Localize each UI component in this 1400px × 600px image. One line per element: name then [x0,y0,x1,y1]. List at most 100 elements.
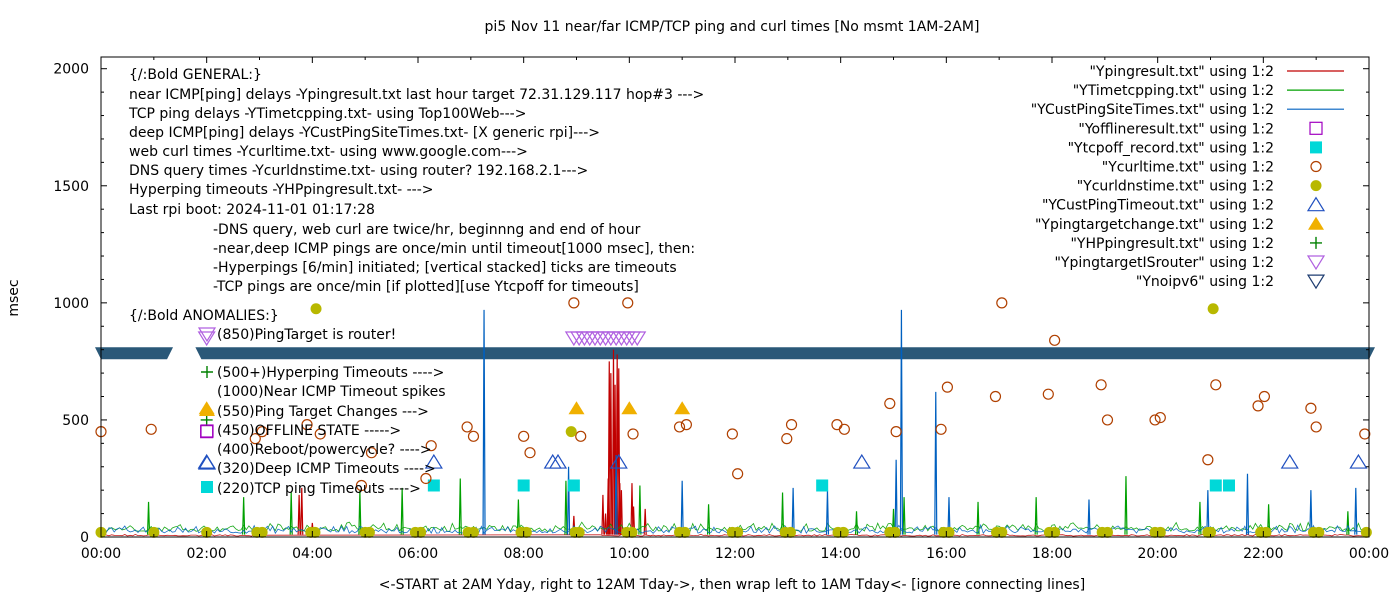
data-point [1305,402,1317,414]
noipv6-band [195,347,1376,360]
data-point [680,419,692,431]
legend-swatch [1306,274,1326,290]
series-spike [1206,490,1210,535]
x-tick-label: 10:00 [609,546,649,562]
annotations-layer: {/:Bold GENERAL:} near ICMP[ping] delays … [128,67,704,497]
data-point [1095,379,1107,391]
data-point [1359,428,1371,440]
legend-label: "YCustPingTimeout.txt" using 1:2 [1042,198,1274,214]
data-point [1222,479,1235,492]
data-point [567,479,580,492]
data-point [517,479,530,492]
series-spike [458,478,462,535]
data-point [461,421,473,433]
data-point [852,453,871,469]
annotation-marker [199,403,215,416]
series-spike [891,508,896,535]
data-point [249,433,261,445]
data-point [622,297,634,309]
data-point [996,526,1008,538]
legend-swatch [1306,196,1326,212]
ticks-layer: 0 500 1000 1500 2000 00:00 02:00 04:00 06:00 08:0… [53,57,1389,562]
data-point [1260,526,1272,538]
series-spike [638,485,642,535]
series-spike [934,391,938,535]
data-point [1149,414,1161,426]
series-spike [1034,497,1038,535]
data-point [996,297,1008,309]
data-point [1202,454,1214,466]
series-spike [894,459,898,535]
y-tick-label: 1000 [53,296,89,312]
legend-swatch [1310,236,1322,249]
series-spike [680,480,684,535]
data-point [1252,400,1264,412]
series-spike [902,497,906,535]
data-point [732,526,744,538]
annotation-line: -TCP pings are once/min [if plotted][use… [213,279,639,295]
y-tick-label: 500 [62,413,89,429]
x-axis-label: <-START at 2AM Yday, right to 12AM Tday-… [379,577,1085,593]
annotation-marker [197,327,217,343]
series-spike [289,492,293,535]
data-point [889,526,901,538]
x-tick-label: 20:00 [1137,546,1177,562]
annotation-line: web curl times -Ycurltime.txt- using www… [129,144,528,160]
data-point [425,440,437,452]
data-point [565,426,577,438]
legend-label: "YHPpingresult.txt" using 1:2 [1070,236,1274,252]
data-point [1154,526,1166,538]
series-spike [242,497,246,535]
data-point [355,479,368,492]
x-tick-label: 08:00 [503,546,543,562]
x-tick-label: 02:00 [186,546,226,562]
series-spike [1124,476,1128,535]
y-tick-label: 2000 [53,62,89,78]
data-point [1210,379,1222,391]
annotation-line: (500+)Hyperping Timeouts ----> [217,365,444,381]
series-spike [297,494,301,535]
data-point [943,526,955,538]
data-point [573,526,585,538]
legend-label: "YpingtargetISrouter" using 1:2 [1054,255,1274,271]
annotation-marker [201,366,213,378]
series-spike [1354,487,1358,535]
data-point [1101,414,1114,426]
data-point [427,479,440,492]
series-spike [791,487,795,535]
series-spike [947,497,951,535]
data-point [415,526,427,538]
data-point [679,526,691,538]
x-tick-label: 00:00 [1349,546,1389,562]
data-point [1154,411,1166,424]
legend-label: "Ynoipv6" using 1:2 [1136,274,1274,290]
series-spike [400,487,404,535]
data-point [148,526,160,538]
data-point [1049,334,1061,346]
data-point [935,423,947,435]
data-point [941,381,953,393]
series-spike [854,511,859,535]
legend-label: "Ytcpoff_record.txt" using 1:2 [1068,140,1274,156]
data-point [1209,479,1222,492]
annotation-line: (220)TCP ping Timeouts ----> [217,481,421,497]
series-spike [706,504,711,535]
data-point [1101,526,1113,538]
x-tick-label: 16:00 [926,546,966,562]
series-spike [1245,473,1250,535]
data-point [1258,390,1270,403]
data-point [568,401,585,415]
legend-label: "YCustPingSiteTimes.txt" using 1:2 [1031,102,1274,118]
y-axis-label: msec [6,279,22,316]
series-spike [1309,490,1313,535]
series-spike [976,501,980,535]
noipv6-band [95,347,174,360]
data-point [838,423,850,435]
data-point [784,526,796,538]
annotation-line: (550)Ping Target Changes ---> [217,404,429,420]
data-point [609,453,628,469]
data-point [518,430,530,442]
data-point [568,297,580,309]
legend-label: "Yofflineresult.txt" using 1:2 [1078,121,1274,137]
